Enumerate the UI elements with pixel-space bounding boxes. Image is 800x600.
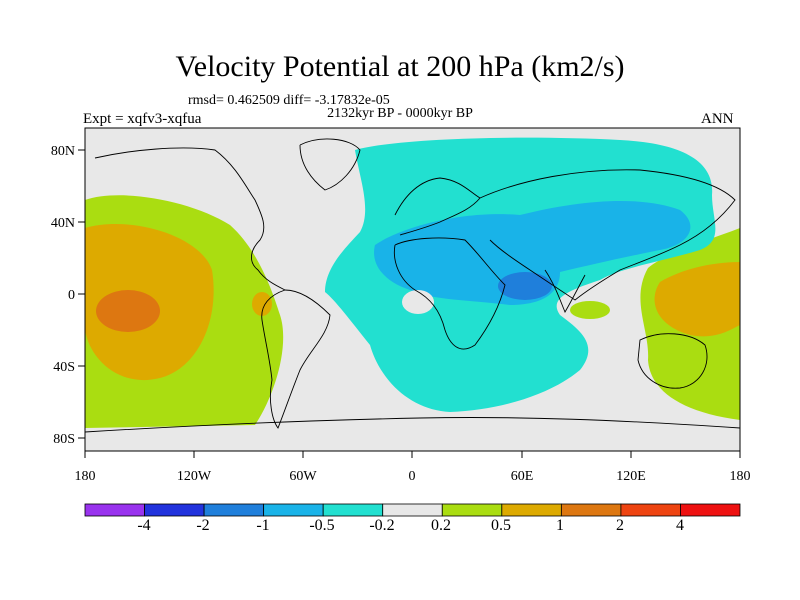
coast-india xyxy=(544,269,586,314)
contour-eurasia-lightblue xyxy=(374,200,691,305)
colorbar-label: -1 xyxy=(256,517,269,534)
colorbar-label: 0.2 xyxy=(431,517,451,534)
experiment-label: Expt = xqfv3-xqfua xyxy=(83,111,202,127)
contour-wpacific-gold xyxy=(654,262,740,337)
axis-ticks xyxy=(78,149,741,458)
colorbar-swatch xyxy=(382,503,443,517)
colorbar-swatch xyxy=(501,503,562,517)
lon-label: 180 xyxy=(730,469,751,484)
colorbar-swatch xyxy=(560,503,622,517)
lat-labels: 80N 40N 0 40S 80S xyxy=(51,144,75,447)
stats-label: rmsd= 0.462509 diff= -3.17832e-05 xyxy=(188,93,390,108)
colorbar-label: 1 xyxy=(556,517,564,534)
colorbar-label: 2 xyxy=(616,517,624,534)
lon-label: 120W xyxy=(177,469,212,484)
colorbar-label: -2 xyxy=(196,517,209,534)
colorbar-label: -0.2 xyxy=(369,517,394,534)
coast-africa xyxy=(393,237,506,350)
coast-antarctica xyxy=(85,417,740,433)
contour-guinea-neutral xyxy=(402,290,434,314)
lat-label: 0 xyxy=(68,288,75,303)
coast-asia xyxy=(479,169,736,301)
lat-label: 80N xyxy=(51,144,75,159)
contour-field xyxy=(85,128,740,451)
colorbar: -4 -2 -1 -0.5 -0.2 0.2 0.5 1 2 4 xyxy=(84,503,741,534)
colorbar-swatch xyxy=(322,503,384,517)
colorbar-swatch xyxy=(680,503,741,517)
lat-label: 40N xyxy=(51,216,75,231)
lon-label: 60W xyxy=(289,469,317,484)
lat-label: 40S xyxy=(53,360,75,375)
colorbar-label: -4 xyxy=(137,517,150,534)
period-label: 2132kyr BP - 0000kyr BP xyxy=(327,106,473,121)
contour-africa-blue xyxy=(498,272,552,300)
colorbar-swatch xyxy=(620,503,681,517)
colorbar-swatch xyxy=(144,503,205,517)
contour-pacific-orange xyxy=(96,290,160,332)
season-label: ANN xyxy=(701,111,734,127)
lat-label: 80S xyxy=(53,432,75,447)
lon-label: 0 xyxy=(409,469,416,484)
coast-north-america xyxy=(94,147,286,291)
colorbar-swatch xyxy=(263,503,324,517)
colorbar-swatch xyxy=(84,503,145,517)
lon-label: 60E xyxy=(511,469,534,484)
colorbar-label: 4 xyxy=(676,517,684,534)
chart-title: Velocity Potential at 200 hPa (km2/s) xyxy=(175,50,625,83)
colorbar-swatch xyxy=(203,503,265,517)
contour-indian-lime xyxy=(570,301,610,319)
lon-labels: 180 120W 60W 0 60E 120E 180 xyxy=(75,469,751,484)
coastlines xyxy=(85,138,740,433)
coast-greenland xyxy=(299,138,361,191)
coast-australia xyxy=(637,333,708,389)
lon-label: 180 xyxy=(75,469,96,484)
colorbar-label: 0.5 xyxy=(491,517,511,534)
contour-samerica-gold xyxy=(252,292,272,316)
colorbar-swatch xyxy=(441,503,503,517)
lon-label: 120E xyxy=(616,469,646,484)
colorbar-label: -0.5 xyxy=(309,517,334,534)
coast-south-america xyxy=(261,289,331,429)
